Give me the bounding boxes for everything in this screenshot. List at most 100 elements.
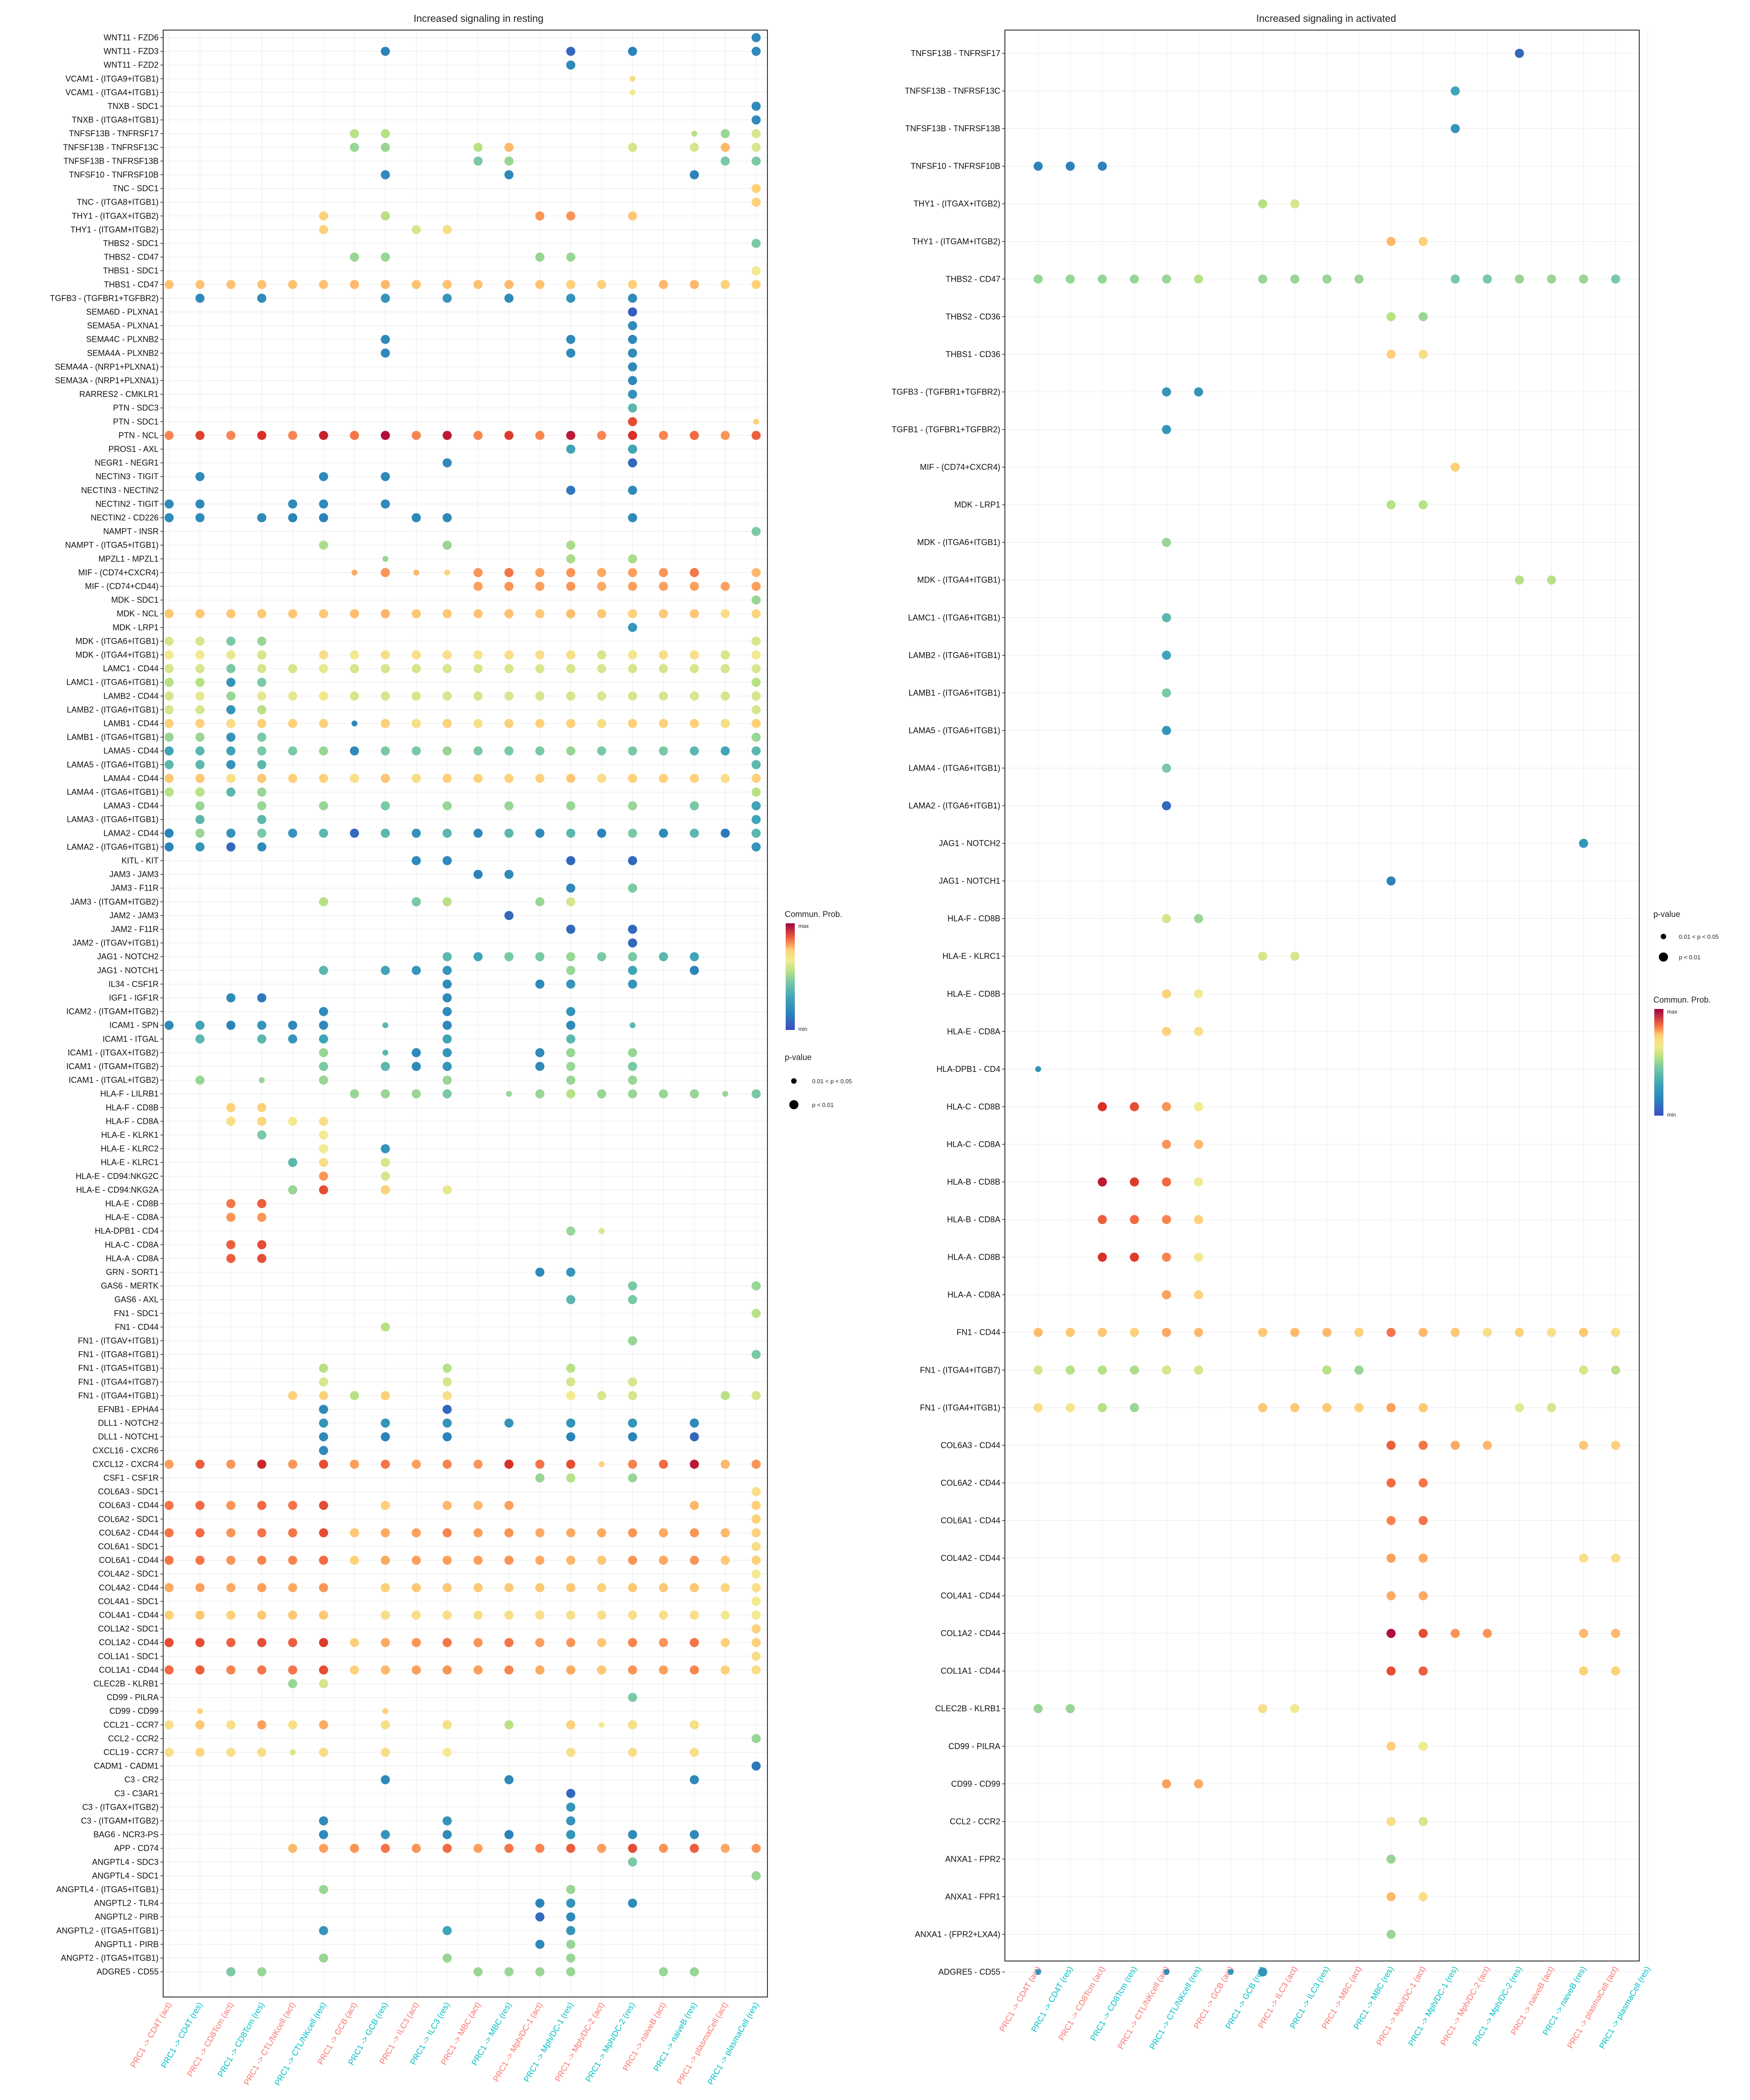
dot: [443, 1926, 452, 1935]
dot: [319, 472, 328, 481]
dot: [257, 773, 267, 783]
dot: [319, 1611, 328, 1620]
dot: [628, 1665, 637, 1675]
dot: [1515, 1328, 1524, 1337]
dot: [566, 1295, 576, 1304]
dot: [319, 1144, 328, 1153]
dot: [628, 979, 637, 989]
y-tick-label: MIF - (CD74+CD44): [85, 582, 159, 591]
dot: [628, 1281, 637, 1291]
dot: [1611, 274, 1621, 284]
dot: [165, 1459, 174, 1469]
dot: [566, 979, 576, 989]
dot: [1065, 161, 1075, 171]
dot: [690, 170, 699, 180]
dot: [628, 458, 637, 468]
y-tick-label: VCAM1 - (ITGA9+ITGB1): [65, 74, 159, 83]
dot: [751, 1611, 761, 1620]
dot: [1258, 1967, 1267, 1977]
dot: [535, 1267, 545, 1277]
dot: [659, 568, 668, 577]
y-tick-label: COL6A2 - CD44: [941, 1478, 1000, 1488]
dot: [566, 431, 576, 440]
dot: [535, 1940, 545, 1949]
dot: [443, 1364, 452, 1373]
y-tick-label: HLA-E - CD8A: [947, 1027, 1000, 1036]
dot: [382, 1022, 389, 1029]
dot: [628, 1391, 637, 1400]
y-tick-label: CXCL16 - CXCR6: [93, 1446, 159, 1455]
dot: [628, 1843, 637, 1853]
dot: [597, 1611, 607, 1620]
y-tick-label: HLA-E - CD8B: [105, 1199, 159, 1208]
dots: [1034, 49, 1621, 1977]
dot: [1418, 1629, 1428, 1638]
plot-frame: [1004, 30, 1640, 1961]
dot: [566, 1899, 576, 1908]
dot: [504, 1830, 514, 1839]
dot: [474, 1843, 483, 1853]
dot: [504, 1775, 514, 1785]
y-tick-label: HLA-B - CD8B: [947, 1178, 1000, 1187]
dot: [474, 1665, 483, 1675]
dot: [721, 1611, 730, 1620]
dot: [566, 883, 576, 893]
dot: [721, 609, 730, 618]
dot: [566, 1418, 576, 1428]
y-tick-label: CSF1 - CSF1R: [103, 1473, 159, 1482]
dot: [319, 829, 328, 838]
dot: [566, 801, 576, 811]
y-tick-label: COL1A2 - SDC1: [98, 1624, 159, 1633]
dot: [751, 1528, 761, 1538]
dot: [165, 499, 174, 509]
dot: [165, 1020, 174, 1030]
dot: [721, 1528, 730, 1538]
dot: [1611, 1441, 1621, 1450]
dot: [195, 499, 205, 509]
y-tick-label: MDK - (ITGA6+ITGB1): [75, 637, 159, 646]
dot: [381, 966, 390, 975]
y-tick-label: IGF1 - IGF1R: [109, 993, 159, 1003]
dot: [443, 293, 452, 303]
dot: [412, 966, 421, 975]
dot: [566, 1843, 576, 1853]
dot: [721, 773, 730, 783]
dot: [1034, 274, 1043, 284]
dot: [1386, 1516, 1396, 1525]
dot: [1162, 914, 1171, 923]
dot: [721, 1555, 730, 1565]
dot: [535, 1843, 545, 1853]
dot: [288, 499, 298, 509]
dot: [504, 170, 514, 180]
dot: [1130, 1403, 1139, 1412]
dot: [751, 773, 761, 783]
y-tick-label: CCL2 - CCR2: [108, 1734, 159, 1743]
dot: [721, 746, 730, 756]
dot: [535, 1912, 545, 1922]
dot: [751, 1459, 761, 1469]
dot: [597, 746, 607, 756]
dot: [628, 829, 637, 838]
y-tick-label: DLL1 - NOTCH2: [98, 1419, 159, 1428]
dot: [1194, 1779, 1203, 1789]
dot: [566, 1940, 576, 1949]
dot: [288, 719, 298, 728]
dot: [319, 1117, 328, 1126]
y-tick-label: ANXA1 - (FPR2+LXA4): [915, 1930, 1000, 1939]
dot: [1162, 1027, 1171, 1036]
dot: [628, 582, 637, 591]
dot: [721, 1665, 730, 1675]
dot: [504, 582, 514, 591]
dot: [226, 1459, 236, 1469]
dot: [1579, 1441, 1588, 1450]
dot: [1515, 1403, 1524, 1412]
dot: [1354, 1365, 1364, 1375]
dot: [226, 1213, 236, 1222]
dot: [597, 829, 607, 838]
y-tick-label: COL6A2 - SDC1: [98, 1514, 159, 1524]
dot: [1097, 1328, 1107, 1337]
dot: [597, 664, 607, 674]
dot: [628, 746, 637, 756]
dot: [597, 691, 607, 701]
dot: [1579, 1328, 1588, 1337]
